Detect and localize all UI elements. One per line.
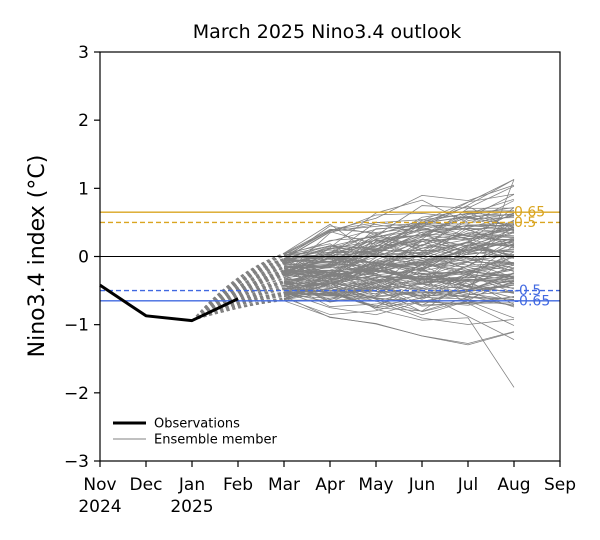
ensemble-member-line [283, 194, 515, 275]
y-tick-label: 3 [78, 43, 89, 63]
ensemble-member-line [283, 228, 515, 268]
x-tick-label: Mar [268, 475, 300, 495]
x-tick-label: Feb [223, 475, 253, 495]
ensemble-spinup-line [191, 297, 285, 321]
y-tick-label: −2 [64, 384, 89, 404]
ensemble-spinup-line [191, 280, 285, 321]
ensemble-spinup-line [191, 253, 285, 321]
ensemble-member-line [283, 249, 515, 296]
ensemble-member-line [283, 217, 515, 263]
legend-label: Observations [154, 417, 240, 432]
y-tick-label: 0 [78, 248, 89, 268]
ensemble-member-line [283, 246, 515, 295]
ensemble-member-line [283, 241, 515, 280]
y-tick-label: 2 [78, 111, 89, 131]
ensemble-member-line [283, 226, 515, 254]
ensemble-member-line [283, 261, 515, 300]
ensemble-member-line [283, 264, 515, 291]
ensemble-member-line [283, 198, 515, 274]
ensemble-member-line [283, 243, 515, 276]
ensemble-spinup-line [191, 281, 285, 321]
ensemble-spinup-line [191, 275, 285, 321]
x-tick-year-label: 2024 [78, 497, 121, 517]
ensemble-member-line [283, 280, 515, 315]
ensemble-spinup-line [191, 294, 285, 321]
ensemble-member-line [283, 269, 515, 300]
ensemble-member-line [283, 284, 515, 302]
ensemble-spinup-line [191, 264, 285, 321]
ensemble-member-line [283, 280, 515, 312]
ensemble-member-line [283, 224, 515, 268]
ensemble-spinup-line [191, 252, 285, 321]
ensemble-member-line [283, 223, 515, 296]
y-axis-label: Nino3.4 index (°C) [25, 155, 50, 358]
ensemble-member-line [283, 231, 515, 289]
ensemble-member-line [283, 199, 515, 263]
reference-line-label: -0.65 [514, 293, 550, 309]
observations-line [99, 283, 239, 323]
reference-line-label: 0.5 [514, 215, 536, 231]
ensemble-member-line [283, 223, 515, 260]
ensemble-member-line [283, 279, 515, 308]
ensemble-member-line [283, 240, 515, 272]
x-tick-label: Dec [130, 475, 163, 495]
x-tick-label: May [358, 475, 393, 495]
ensemble-spinup-line [191, 261, 285, 321]
reference-line-label: 0.65 [514, 205, 545, 221]
ensemble-member-line [283, 263, 515, 288]
x-tick-label: Aug [497, 475, 530, 495]
ensemble-member-line [283, 257, 515, 278]
ensemble-member-line [283, 269, 515, 281]
ensemble-member-line [283, 269, 515, 290]
ensemble-member-line [283, 179, 515, 262]
ensemble-spinup-line [191, 278, 285, 321]
ensemble-member-line [283, 242, 515, 301]
ensemble-member-line [283, 258, 515, 294]
legend-label: Ensemble member [154, 433, 277, 448]
ensemble-member-line [283, 214, 515, 293]
x-tick-label: Jun [408, 475, 436, 495]
x-tick-label: Nov [83, 475, 116, 495]
x-tick-label: Jan [178, 475, 205, 495]
ensemble-member-line [283, 272, 515, 299]
ensemble-member-line [283, 300, 515, 344]
ensemble-spinup-line [191, 278, 285, 321]
ensemble-spinup-line [191, 264, 285, 321]
ensemble-member-line [283, 212, 515, 266]
reference-line-label: -0.5 [514, 283, 541, 299]
plot-area: 0.650.5 -0.5-0.65 [99, 179, 560, 388]
y-tick-label: 1 [78, 179, 89, 199]
ensemble-member-line [283, 255, 515, 297]
ensemble-member-line [283, 200, 515, 260]
ensemble-spinup-line [191, 269, 285, 321]
ensemble-member-line [283, 212, 515, 286]
ensemble-member-line [283, 207, 515, 274]
y-tick-label: −1 [64, 316, 89, 336]
ensemble-member-line [283, 264, 515, 307]
ensemble-member-line [283, 256, 515, 282]
y-tick-label: −3 [64, 452, 89, 472]
ensemble-spinup-line [191, 282, 285, 321]
ensemble-spinup-line [191, 294, 285, 321]
x-tick-year-label: 2025 [170, 497, 213, 517]
ensemble-member-line [283, 263, 515, 300]
x-tick-label: Jul [457, 475, 479, 495]
x-tick-label: Sep [544, 475, 576, 495]
x-tick-label: Apr [315, 475, 344, 495]
ensemble-member-line [283, 185, 515, 264]
chart-title: March 2025 Nino3.4 outlook [193, 21, 461, 43]
